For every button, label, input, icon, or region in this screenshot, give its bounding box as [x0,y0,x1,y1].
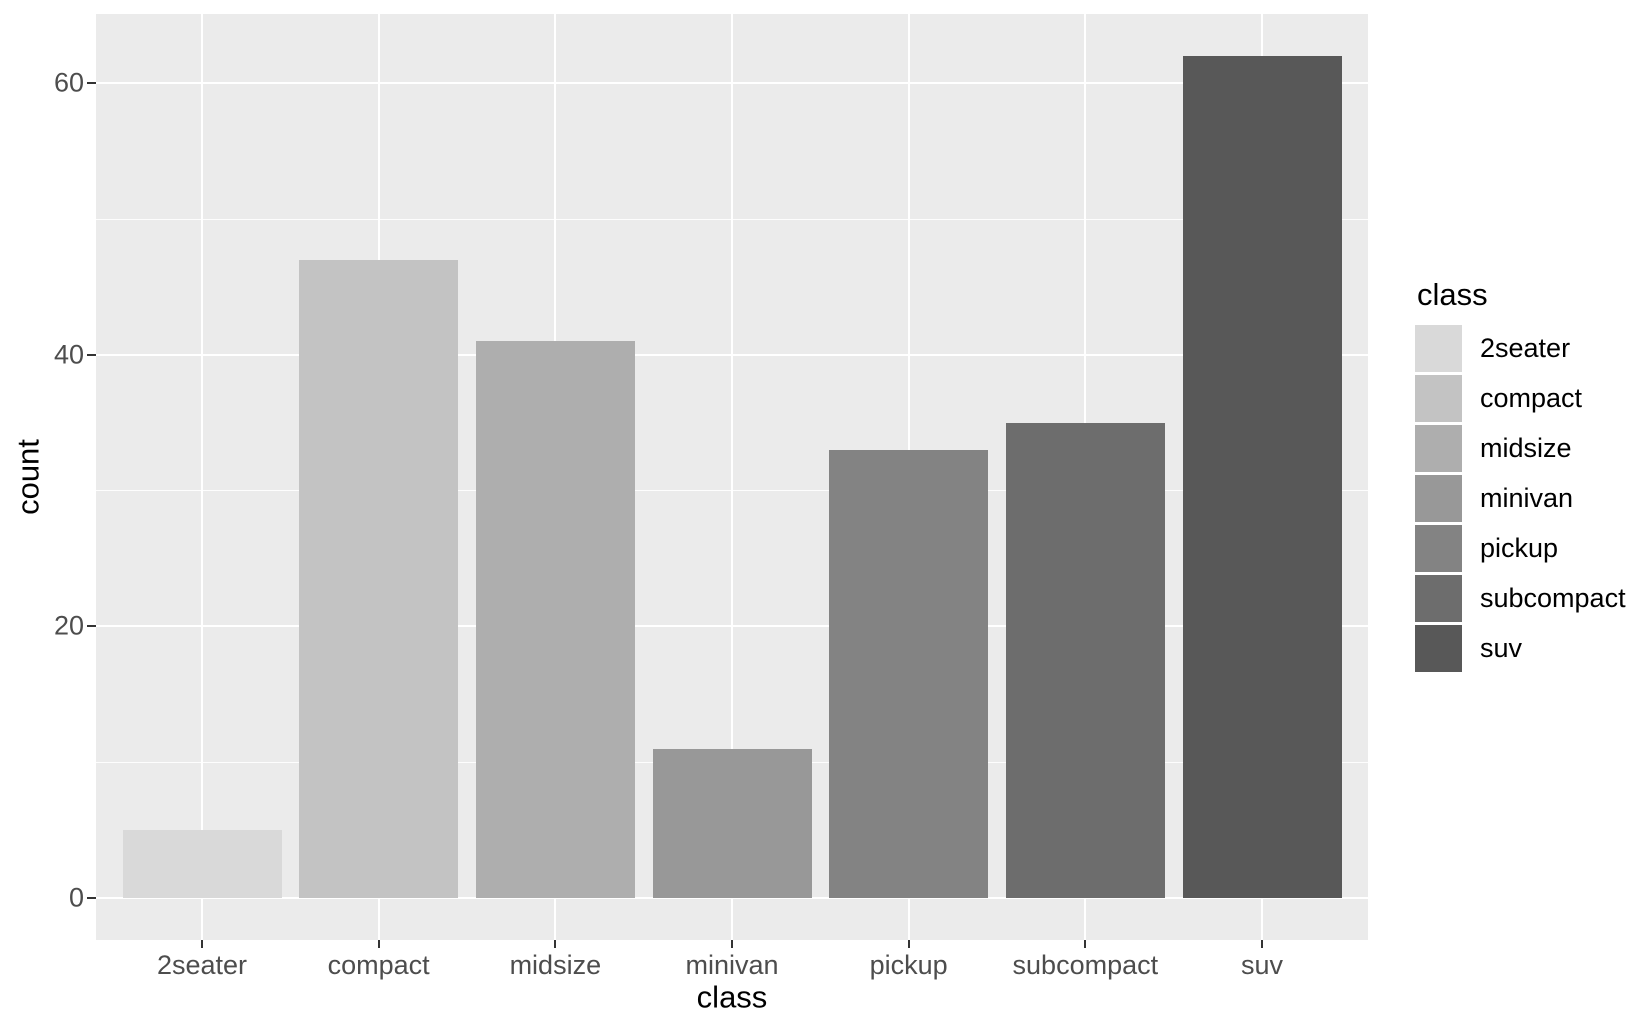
legend-item: suv [1415,625,1626,672]
y-tick-mark [87,82,96,85]
legend-label: midsize [1480,433,1572,463]
x-tick-mark [554,940,557,948]
x-tick-label: 2seater [156,950,248,980]
y-tick-label: 60 [53,67,84,98]
x-tick-mark [731,940,733,948]
y-tick-label: 20 [53,610,84,641]
x-tick-mark [377,940,380,948]
legend-item: minivan [1415,475,1626,522]
legend-swatch-midsize [1415,425,1462,472]
y-axis-title: count [10,439,46,515]
bar-minivan [652,748,812,898]
x-tick-label: minivan [685,950,779,980]
plot-panel [96,14,1368,940]
legend-label: minivan [1480,483,1574,513]
x-tick-label: midsize [509,950,602,980]
x-major-gridline [731,14,733,940]
legend-label: subcompact [1480,583,1626,613]
bar-pickup [829,449,989,898]
x-tick-mark [1084,940,1087,948]
y-tick-mark [87,896,96,899]
legend-swatch-suv [1415,625,1462,672]
y-tick-label: 40 [53,339,84,370]
x-tick-label: pickup [869,950,948,980]
x-axis-title: class [696,979,768,1015]
legend-swatch-minivan [1415,475,1462,522]
legend-swatch-pickup [1415,525,1462,572]
legend-item: 2seater [1415,325,1626,372]
bar-suv [1182,56,1342,898]
legend-item: compact [1415,375,1626,422]
legend-swatch-subcompact [1415,575,1462,622]
legend-label: 2seater [1480,333,1571,363]
legend: class 2seater compact midsize minivan pickup… [1415,279,1626,675]
bar-2seater [122,830,282,898]
y-tick-mark [87,353,96,356]
legend-label: suv [1480,633,1523,663]
legend-label: compact [1480,383,1583,413]
x-tick-mark [907,940,910,948]
legend-swatch-2seater [1415,325,1462,372]
legend-title: class [1417,277,1488,312]
legend-item: pickup [1415,525,1626,572]
legend-item: midsize [1415,425,1626,472]
x-tick-label: suv [1240,950,1284,980]
legend-items: 2seater compact midsize minivan pickup subcom… [1415,325,1626,672]
y-tick-mark [87,625,96,628]
bar-compact [299,259,459,898]
bar-midsize [475,341,635,898]
y-tick-label: 0 [68,882,84,913]
x-tick-label: subcompact [1012,950,1159,980]
legend-swatch-compact [1415,375,1462,422]
x-tick-mark [201,940,203,948]
legend-item: subcompact [1415,575,1626,622]
x-tick-label: compact [327,950,430,980]
x-tick-mark [1261,940,1263,948]
legend-label: pickup [1480,533,1559,563]
bar-subcompact [1005,422,1165,898]
x-major-gridline [201,14,203,940]
